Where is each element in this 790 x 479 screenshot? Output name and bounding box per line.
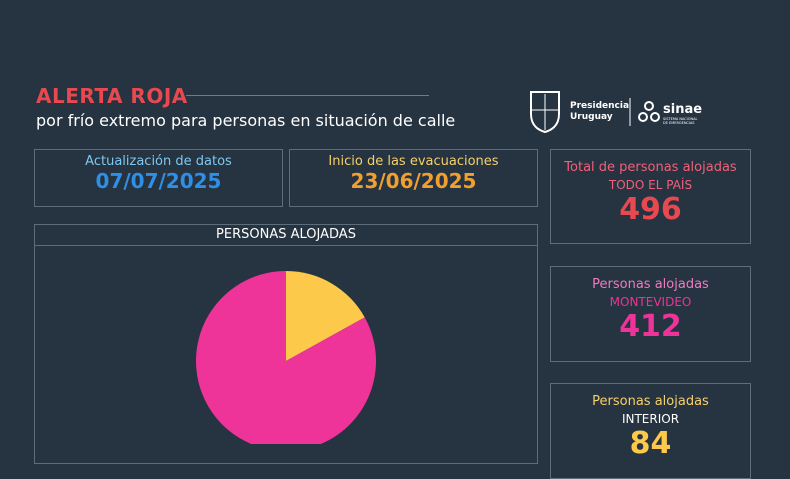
card-value: 23/06/2025 — [350, 169, 477, 193]
card-value: 07/07/2025 — [95, 169, 222, 193]
sinae-icon — [638, 112, 648, 122]
chart-title: PERSONAS ALOJADAS — [35, 225, 537, 246]
total-label: Total de personas alojadas — [564, 160, 737, 175]
total-region: MONTEVIDEO — [609, 295, 692, 309]
sinae-icon — [644, 101, 654, 111]
alert-title: ALERTA ROJA — [36, 84, 188, 108]
total-card: Personas alojadas INTERIOR 84 — [550, 383, 751, 479]
total-label: Personas alojadas — [592, 394, 709, 409]
shield-logo — [530, 91, 560, 134]
card-label: Inicio de las evacuaciones — [328, 154, 499, 169]
sinae-icon — [650, 112, 660, 122]
total-value: 496 — [619, 192, 682, 227]
total-card: Personas alojadas MONTEVIDEO 412 — [550, 266, 751, 362]
date-card: Actualización de datos 07/07/2025 — [34, 149, 283, 207]
total-region: TODO EL PAÍS — [608, 178, 693, 192]
pie-slice — [196, 271, 376, 444]
logo-text: Presidencia — [570, 101, 629, 111]
alert-subtitle: por frío extremo para personas en situac… — [36, 111, 456, 130]
total-card: Total de personas alojadas TODO EL PAÍS … — [550, 149, 751, 244]
logo-text: Uruguay — [570, 112, 613, 122]
title-rule — [186, 95, 429, 96]
logos: Presidencia Uruguay sinae SISTEMA NACION… — [530, 91, 702, 134]
total-region: INTERIOR — [621, 412, 680, 426]
logo-text: sinae — [663, 102, 702, 117]
total-value: 412 — [619, 309, 682, 344]
pie-slice — [286, 271, 365, 361]
card-label: Actualización de datos — [85, 154, 232, 169]
pie-chart: INTERIOR 84 (16.94%) — [196, 271, 376, 444]
total-label: Personas alojadas — [592, 277, 709, 292]
logo-text: DE EMERGENCIAS — [663, 121, 695, 125]
date-card: Inicio de las evacuaciones 23/06/2025 — [289, 149, 538, 207]
logo-text: SISTEMA NACIONAL — [663, 117, 698, 121]
page: ALERTA ROJA por frío extremo para person… — [34, 84, 751, 479]
